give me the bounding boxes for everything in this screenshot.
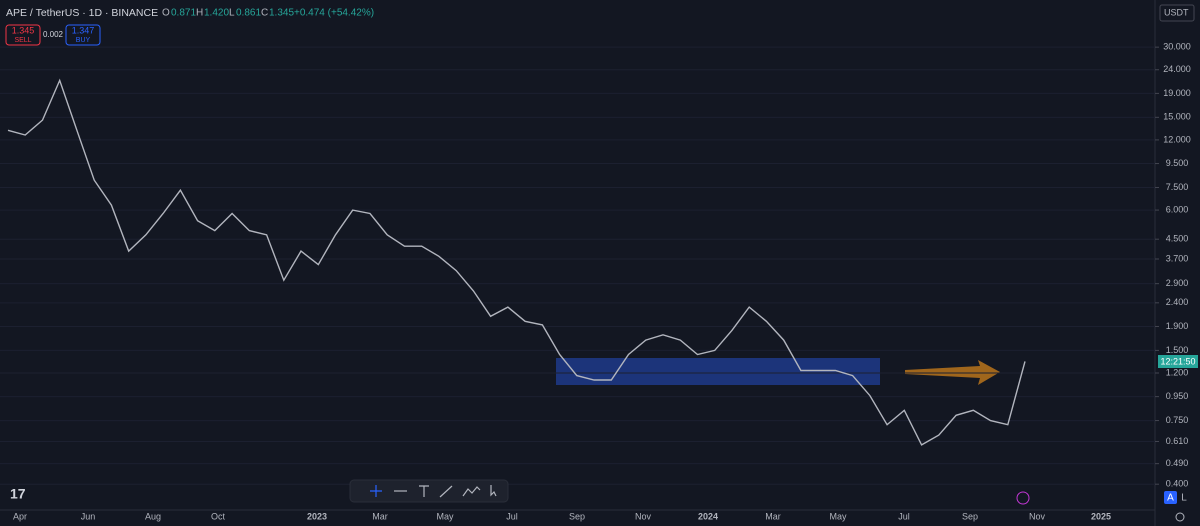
x-tick-label: Apr [13,511,27,521]
spread: 0.002 [43,30,64,39]
y-tick-label: 12.000 [1163,134,1191,144]
y-tick-label: 4.500 [1166,234,1189,244]
low: 0.861 [236,8,261,19]
x-tick-label: Nov [635,511,652,521]
drawing-toolbar [349,479,509,503]
y-tick-label: 0.950 [1166,391,1189,401]
support-zone [556,358,880,385]
x-tick-label: Jul [898,511,910,521]
low-label: L [229,8,235,19]
x-tick-label: 2024 [698,511,718,521]
sell-label: SELL [14,37,31,44]
y-tick-label: 1.200 [1166,367,1189,377]
y-tick-label: 1.900 [1166,321,1189,331]
currency: USDT [1164,7,1189,17]
high-label: H [196,8,203,19]
crosshair-tool[interactable] [370,485,382,497]
y-tick-label: 19.000 [1163,88,1191,98]
y-tick-label: 24.000 [1163,64,1191,74]
log-scale[interactable]: L [1181,493,1187,504]
y-tick-label: 0.490 [1166,458,1189,468]
x-tick-label: Aug [145,511,161,521]
x-tick-label: Sep [569,511,585,521]
y-tick-label: 3.700 [1166,253,1189,263]
close: 1.345 [269,8,294,19]
x-tick-label: Nov [1029,511,1046,521]
sell-price: 1.345 [12,25,35,35]
x-tick-label: May [436,511,454,521]
currency-button[interactable] [1159,4,1195,22]
x-tick-label: Jun [81,511,96,521]
toolbar-icons [370,485,497,498]
close-label: C [261,8,268,19]
pattern-tool[interactable] [462,486,481,497]
text-tool[interactable] [419,485,429,497]
alert-icon[interactable] [1016,491,1030,505]
x-tick-label: May [829,511,847,521]
x-tick-label: Mar [372,511,388,521]
open: 0.871 [171,8,196,19]
y-tick-label: 0.610 [1166,436,1189,446]
y-tick-label: 0.750 [1166,415,1189,425]
countdown-box [1158,355,1198,368]
countdown: 12:21:50 [1160,356,1195,366]
x-tick-label: 2023 [307,511,327,521]
y-tick-label: 0.400 [1166,479,1189,489]
cursor-tool[interactable] [490,485,497,497]
open-label: O [162,8,170,19]
x-tick-label: Jul [506,511,518,521]
y-tick-label: 30.000 [1163,42,1191,52]
x-tick-label: Mar [765,511,781,521]
auto-scale-button[interactable] [1164,491,1177,504]
y-tick-label: 1.500 [1166,345,1189,355]
logo: 17 [10,486,26,502]
y-tick-label: 7.500 [1166,182,1189,192]
change: +0.474 (+54.42%) [294,8,374,19]
y-tick-label: 2.900 [1166,278,1189,288]
y-tick-label: 15.000 [1163,112,1191,122]
symbol: APE / TetherUS · 1D · BINANCE [6,7,158,19]
price-line [7,78,1026,446]
buy-label: BUY [76,37,91,44]
x-tick-label: 2025 [1091,511,1111,521]
auto-scale: A [1167,493,1174,504]
trend-tool[interactable] [439,485,453,498]
plot [0,46,1155,485]
y-tick-label: 2.400 [1166,297,1189,307]
x-tick-label: Oct [211,511,226,521]
y-tick-label: 6.000 [1166,204,1189,214]
buy-price: 1.347 [72,25,95,35]
high: 1.420 [204,8,229,19]
x-tick-label: Sep [962,511,978,521]
settings-icon[interactable] [1175,512,1185,522]
sell-button[interactable] [5,24,41,46]
buy-button[interactable] [65,24,101,46]
y-tick-label: 9.500 [1166,158,1189,168]
